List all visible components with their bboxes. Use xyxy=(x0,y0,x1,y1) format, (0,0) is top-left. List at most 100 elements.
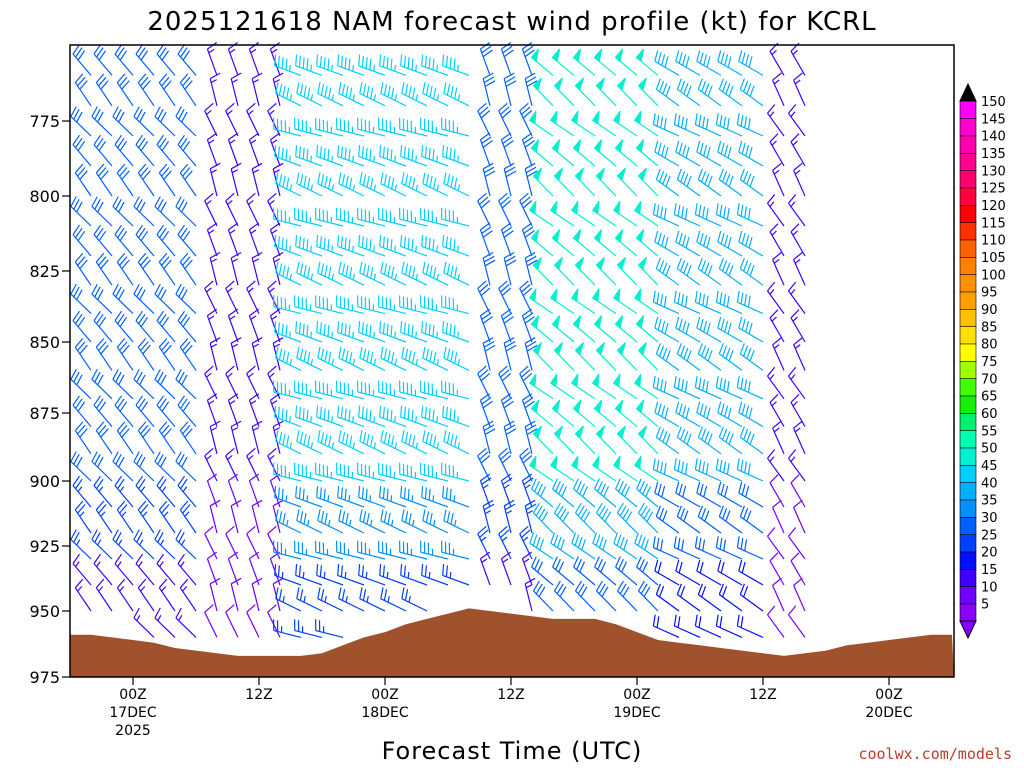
colorbar-swatch xyxy=(959,204,977,223)
wind-barb xyxy=(528,200,554,227)
wind-barb xyxy=(399,295,428,315)
y-tick-label: 850 xyxy=(29,333,60,352)
wind-barb xyxy=(251,337,263,371)
x-tick-label: 00Z xyxy=(623,687,650,703)
wind-barb xyxy=(788,104,806,137)
wind-barb xyxy=(337,405,365,428)
wind-barb xyxy=(715,458,743,482)
wind-barb xyxy=(614,48,638,76)
wind-barb xyxy=(612,455,638,482)
wind-barb xyxy=(715,376,743,400)
wind-barb xyxy=(591,110,617,137)
wind-barb xyxy=(156,134,176,167)
wind-barb xyxy=(380,172,407,197)
wind-barb xyxy=(551,139,575,167)
wind-barb xyxy=(529,532,554,560)
wind-barb xyxy=(379,405,407,428)
y-tick-label: 825 xyxy=(29,262,60,281)
wind-barb xyxy=(442,486,470,508)
wind-barb xyxy=(421,321,449,343)
wind-barb xyxy=(378,462,407,482)
wind-barb xyxy=(175,106,197,137)
wind-barb xyxy=(225,280,239,314)
wind-barb xyxy=(574,256,596,286)
wind-barb xyxy=(274,54,302,76)
wind-barb xyxy=(634,532,659,560)
wind-barb xyxy=(316,486,344,508)
wind-barb xyxy=(337,54,365,76)
wind-barb xyxy=(133,283,155,315)
wind-barb xyxy=(636,556,659,586)
wind-barb xyxy=(135,134,155,167)
wind-barb xyxy=(519,102,533,137)
wind-barb xyxy=(652,614,680,638)
wind-barb xyxy=(519,192,533,227)
wind-barb xyxy=(549,288,575,315)
wind-barb xyxy=(315,380,344,400)
wind-barb xyxy=(179,578,197,612)
wind-barb xyxy=(225,604,239,638)
wind-barb xyxy=(317,82,344,107)
wind-barb xyxy=(225,102,239,137)
wind-barb xyxy=(591,373,617,400)
wind-barb xyxy=(93,475,113,508)
wind-barb xyxy=(379,321,407,343)
wind-barb xyxy=(572,315,596,343)
wind-barb xyxy=(336,295,365,315)
wind-barb xyxy=(74,73,92,107)
wind-barb xyxy=(378,117,407,137)
wind-barb xyxy=(177,475,197,508)
wind-barb xyxy=(400,235,428,257)
wind-barb xyxy=(401,509,428,534)
colorbar-label: 125 xyxy=(981,182,1006,197)
wind-barb xyxy=(790,552,806,586)
wind-barb xyxy=(209,577,221,612)
wind-barb xyxy=(295,405,323,428)
x-tick-label: 00Z xyxy=(119,687,146,703)
wind-barb xyxy=(357,207,386,227)
wind-barb xyxy=(673,614,701,638)
wind-barb xyxy=(694,203,722,227)
wind-barb xyxy=(225,447,239,482)
wind-barb xyxy=(479,308,493,343)
wind-barb xyxy=(612,200,638,227)
wind-barb xyxy=(294,462,323,482)
wind-barb xyxy=(442,54,470,76)
wind-barb xyxy=(591,288,617,315)
wind-barb xyxy=(204,604,218,638)
wind-barb xyxy=(530,399,554,428)
wind-barb xyxy=(357,462,386,482)
wind-barb xyxy=(154,451,176,482)
wind-barb xyxy=(549,110,575,137)
wind-barb xyxy=(399,540,428,560)
colorbar-label: 50 xyxy=(981,442,998,457)
wind-barb xyxy=(441,462,470,482)
wind-barb xyxy=(137,252,155,286)
wind-barb xyxy=(530,139,554,167)
wind-barb xyxy=(739,343,764,371)
wind-barb xyxy=(401,261,428,286)
colorbar-swatch xyxy=(959,464,977,483)
wind-barb xyxy=(359,346,386,371)
wind-barb xyxy=(443,82,470,107)
wind-barb xyxy=(652,113,680,137)
colorbar-label: 30 xyxy=(981,511,998,526)
wind-barb xyxy=(95,163,113,197)
wind-barb xyxy=(91,529,113,560)
wind-barb xyxy=(612,110,638,137)
wind-barb xyxy=(206,132,218,167)
wind-barb xyxy=(70,451,92,482)
wind-barb xyxy=(399,117,428,137)
wind-barb xyxy=(359,261,386,286)
wind-barb xyxy=(209,420,221,454)
colorbar-label: 10 xyxy=(981,580,998,595)
colorbar-swatch xyxy=(959,395,977,414)
wind-barb xyxy=(524,251,538,286)
wind-barb xyxy=(93,310,113,343)
wind-barb xyxy=(93,553,113,586)
wind-barb xyxy=(158,163,176,197)
wind-barb xyxy=(553,502,575,534)
wind-barb xyxy=(697,583,722,612)
wind-barb xyxy=(793,577,806,612)
wind-barb xyxy=(338,430,365,455)
